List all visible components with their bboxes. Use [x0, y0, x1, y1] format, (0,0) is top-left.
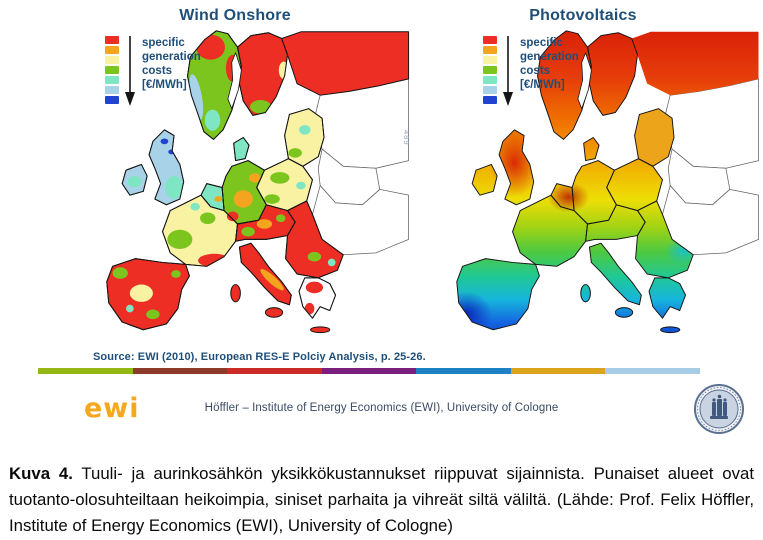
divider-segment: [227, 368, 322, 374]
source-line: Source: EWI (2010), European RES-E Polci…: [93, 351, 426, 363]
ewi-logo: ewi: [84, 393, 140, 424]
figure-slide: Wind Onshore: [0, 0, 763, 440]
legend-swatch: [105, 36, 119, 44]
legend-swatch: [483, 56, 497, 64]
divider-segment: [416, 368, 511, 374]
pv-baltics: [634, 108, 675, 167]
maps-row: Wind Onshore: [0, 0, 763, 352]
legend-swatch: [105, 46, 119, 54]
legend-swatch: [105, 76, 119, 84]
legend-line: specific: [520, 37, 563, 49]
legend-line: costs: [520, 65, 551, 77]
divider-segment: [321, 368, 417, 374]
legend-swatch: [483, 46, 497, 54]
legend-line: generation: [142, 51, 201, 63]
pv-map-borders: [456, 30, 694, 334]
legend-line: generation: [520, 51, 579, 63]
affiliation-text: Höffler – Institute of Energy Economics …: [204, 402, 559, 414]
wind-legend-swatches: [105, 36, 119, 104]
legend-swatch: [483, 86, 497, 94]
legend-swatch: [483, 96, 497, 104]
pv-legend-swatches: [483, 36, 497, 104]
divider-bar: [38, 368, 701, 374]
slide-footer: ewi Höffler – Institute of Energy Econom…: [0, 384, 763, 440]
divider-segment: [605, 368, 701, 374]
divider-segment: [132, 368, 228, 374]
photovoltaics-title: Photovoltaics: [529, 7, 637, 24]
legend-line: [€/MWh]: [520, 79, 565, 91]
legend-line: costs: [142, 65, 173, 77]
university-seal-icon: [694, 384, 744, 434]
legend-swatch: [483, 36, 497, 44]
gulf-of-bothnia: [577, 51, 592, 110]
legend-swatch: [483, 76, 497, 84]
legend-swatch: [105, 66, 119, 74]
gulf-of-bothnia: [227, 51, 242, 110]
wind-onshore-panel: Wind Onshore: [0, 0, 428, 352]
legend-swatch: [105, 56, 119, 64]
legend-swatch: [105, 86, 119, 94]
legend-swatch: [483, 66, 497, 74]
photovoltaics-map: [456, 30, 759, 334]
figure-caption: Kuva 4. Tuuli- ja aurinkosähkön yksikkök…: [9, 461, 754, 539]
pv-legend: specific generation costs [€/MWh]: [483, 34, 579, 108]
legend-swatch: [105, 96, 119, 104]
pv-no-data-regions: [662, 78, 759, 256]
divider-segment: [38, 368, 133, 374]
divider-segment: [510, 368, 606, 374]
legend-line: [€/MWh]: [142, 79, 187, 91]
caption-text: Tuuli- ja aurinkosähkön yksikkökustannuk…: [9, 464, 754, 535]
caption-label: Kuva 4.: [9, 464, 73, 483]
wind-map-borders: [106, 30, 344, 331]
down-arrow-icon: [503, 36, 513, 106]
wind-legend: specific generation costs [€/MWh]: [105, 34, 201, 108]
photovoltaics-panel: Photovoltaics: [428, 0, 763, 352]
sidebar-number-note: 489: [402, 130, 411, 146]
legend-line: specific: [142, 37, 185, 49]
wind-onshore-title: Wind Onshore: [179, 7, 291, 24]
wind-onshore-map: [106, 30, 410, 334]
pv-legend-labels: specific generation costs [€/MWh]: [520, 36, 579, 92]
down-arrow-icon: [125, 36, 135, 106]
wind-legend-labels: specific generation costs [€/MWh]: [142, 36, 201, 92]
